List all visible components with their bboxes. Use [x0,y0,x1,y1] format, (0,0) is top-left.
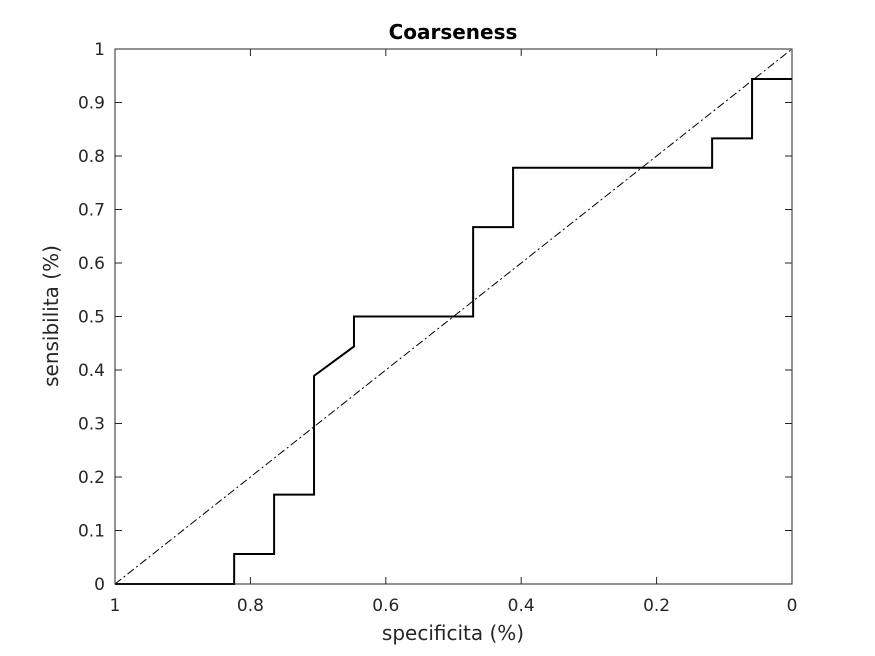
x-tick-label: 0.8 [237,596,264,616]
x-tick-label: 0.4 [508,596,535,616]
y-tick-label: 0 [94,575,105,595]
y-tick-label: 0.1 [78,522,105,542]
y-tick-label: 0.2 [78,468,105,488]
y-tick-label: 0.6 [78,254,105,274]
y-ticks: 0 0.1 0.2 0.3 0.4 0.5 0.6 0.7 0.8 0.9 1 [78,40,792,595]
x-tick-label: 0.6 [372,596,399,616]
y-tick-label: 0.4 [78,361,105,381]
x-ticks: 1 0.8 0.6 0.4 0.2 0 [110,49,798,616]
x-tick-label: 0.2 [643,596,670,616]
x-axis-label: specificita (%) [382,621,524,645]
x-tick-label: 1 [110,596,121,616]
y-axis-label: sensibilita (%) [39,245,63,387]
y-tick-label: 0.9 [78,94,105,114]
y-tick-label: 0.8 [78,147,105,167]
y-tick-label: 0.7 [78,201,105,221]
roc-curve-line [115,77,792,585]
y-tick-label: 0.3 [78,415,105,435]
x-tick-label: 0 [787,596,798,616]
y-tick-label: 1 [94,40,105,60]
chart-title: Coarseness [389,20,518,44]
series-layer [114,48,793,585]
y-tick-label: 0.5 [78,308,105,328]
